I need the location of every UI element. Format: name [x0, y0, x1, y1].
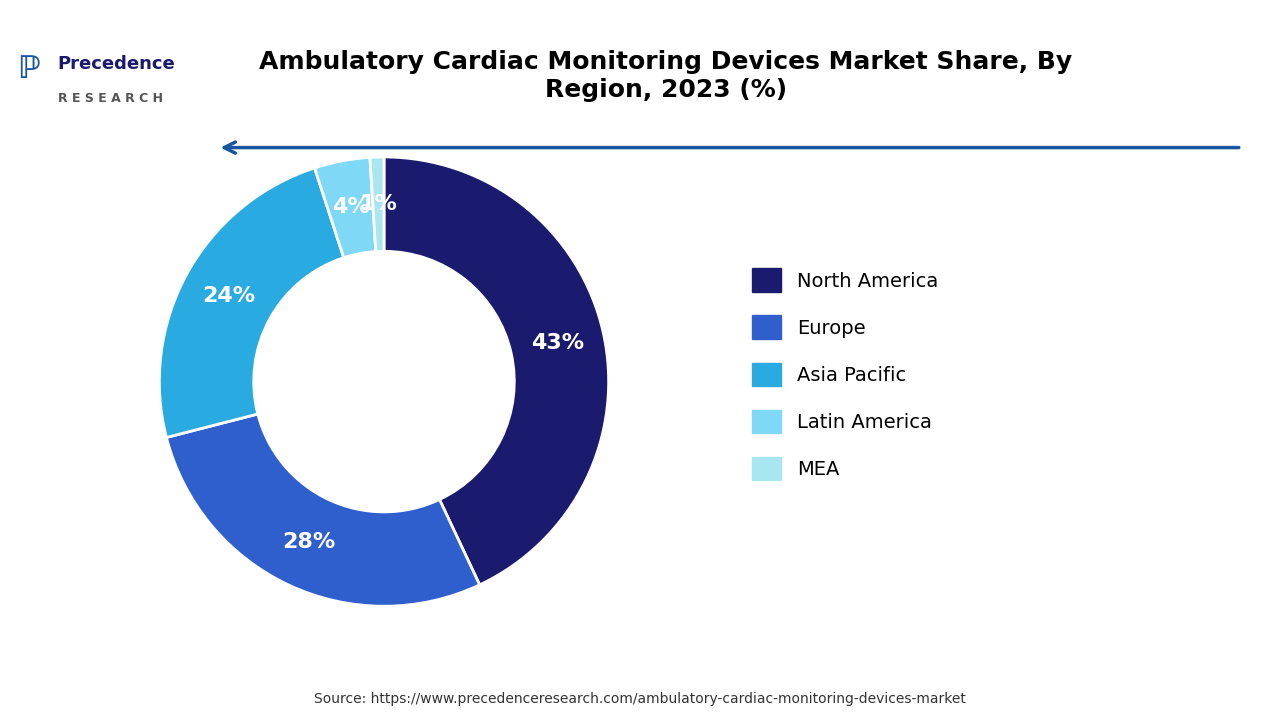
Wedge shape [370, 157, 384, 251]
Text: 43%: 43% [531, 333, 584, 353]
Text: 1%: 1% [360, 194, 397, 215]
Text: Precedence: Precedence [58, 55, 175, 73]
Text: 24%: 24% [202, 286, 255, 306]
Text: 4%: 4% [332, 197, 370, 217]
Text: Ambulatory Cardiac Monitoring Devices Market Share, By
Region, 2023 (%): Ambulatory Cardiac Monitoring Devices Ma… [259, 50, 1073, 102]
Wedge shape [160, 168, 344, 438]
Wedge shape [166, 414, 480, 606]
Wedge shape [315, 158, 376, 258]
Text: 28%: 28% [282, 532, 335, 552]
Wedge shape [384, 157, 608, 585]
Legend: North America, Europe, Asia Pacific, Latin America, MEA: North America, Europe, Asia Pacific, Lat… [753, 269, 938, 480]
Text: R E S E A R C H: R E S E A R C H [58, 92, 163, 105]
Text: ℙ: ℙ [17, 55, 40, 84]
Text: Source: https://www.precedenceresearch.com/ambulatory-cardiac-monitoring-devices: Source: https://www.precedenceresearch.c… [314, 692, 966, 706]
